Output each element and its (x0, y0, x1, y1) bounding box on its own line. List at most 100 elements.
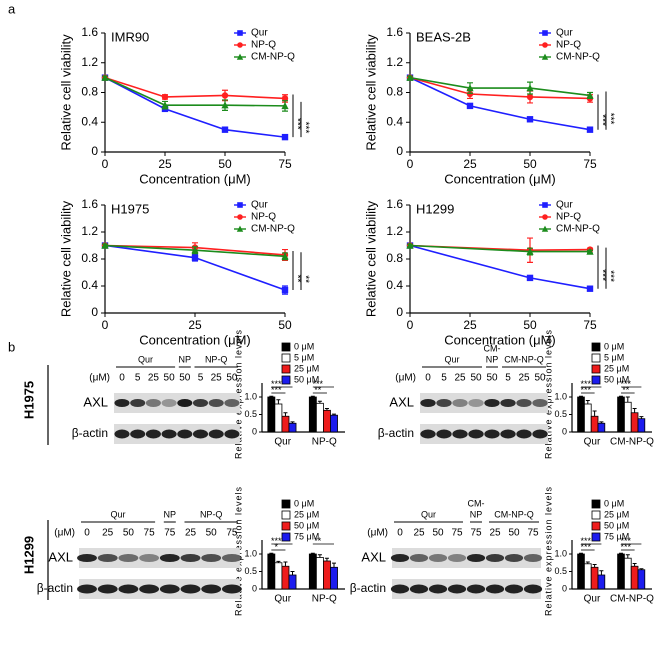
blot-band (420, 399, 436, 407)
legend-label: 75 μM (294, 531, 319, 541)
chart-title: IMR90 (111, 29, 149, 44)
legend-label: NP-Q (251, 40, 276, 51)
significance-label: ** (291, 275, 302, 283)
blot-band (409, 584, 429, 594)
lane-label: 50 (123, 528, 135, 539)
marker (406, 73, 414, 81)
marker (586, 247, 594, 255)
legend-label: 75 μM (604, 531, 629, 541)
cell-line-label: H1975 (21, 381, 36, 419)
group-label: CM- (468, 498, 485, 508)
blot-band (221, 584, 242, 594)
error-bar (332, 562, 337, 568)
legend-label: NP-Q (556, 212, 581, 223)
bar (323, 409, 331, 433)
blot-band (224, 399, 240, 407)
chart-title: BEAS-2B (416, 29, 471, 44)
marker (161, 93, 169, 101)
marker (586, 126, 594, 133)
legend-swatch (591, 353, 601, 363)
legend-swatch (281, 499, 291, 509)
y-tick-label: 0.4 (81, 278, 98, 292)
x-tick-label: 0 (407, 157, 414, 171)
y-tick-label: 0.4 (81, 114, 98, 128)
unit-label: (μM) (54, 528, 75, 539)
marker (237, 42, 243, 48)
group-label: Qur (421, 509, 436, 519)
bar (330, 414, 338, 433)
lane-label: 50 (226, 373, 238, 384)
bar (617, 396, 625, 433)
y-tick-label: 1.2 (81, 224, 98, 238)
blot-band (130, 429, 146, 439)
blot-band (77, 554, 97, 562)
lane-label: 50 (164, 373, 176, 384)
lane-label: 75 (470, 528, 482, 539)
blot-band (452, 429, 468, 439)
blot-band (180, 554, 201, 562)
bar (281, 565, 290, 590)
x-tick-label: 50 (278, 318, 292, 332)
error-bar (290, 571, 295, 575)
lane-label: 25 (211, 373, 223, 384)
marker (541, 53, 549, 60)
x-tick-label: 75 (583, 157, 597, 171)
row-label: AXL (389, 394, 414, 409)
group-label: CM- (484, 343, 501, 353)
legend-label: 0 μM (294, 498, 314, 508)
y-axis-label: Relative expression levels (543, 486, 553, 616)
bar (624, 401, 632, 433)
series-line (409, 76, 591, 100)
marker (526, 116, 534, 123)
significance-label: *** (313, 379, 324, 389)
marker (586, 91, 594, 99)
x-tick-label: Qur (274, 594, 291, 605)
significance-label: *** (581, 379, 592, 389)
legend-swatch (591, 532, 601, 542)
y-tick-label: 1.0 (554, 548, 567, 558)
legend-label: CM-NP-Q (556, 224, 600, 235)
bar (577, 553, 585, 590)
legend-label: 5 μM (294, 352, 314, 362)
legend-label: Qur (251, 200, 268, 211)
significance-label: ** (314, 385, 322, 395)
marker (191, 246, 199, 254)
legend-swatch (591, 521, 601, 531)
significance-label: *** (621, 542, 632, 552)
blot-band (192, 399, 209, 407)
legend-label: CM-NP-Q (556, 52, 600, 63)
blot-band (516, 399, 532, 407)
blot-band (436, 429, 452, 439)
y-tick-label: 1.6 (386, 197, 403, 211)
significance-label: *** (299, 122, 310, 134)
marker (281, 102, 289, 110)
blot-band (523, 554, 543, 562)
blot-band (504, 554, 524, 562)
lane-label: 50 (508, 528, 520, 539)
x-tick-label: 25 (463, 157, 477, 171)
group-label: NP (486, 354, 499, 364)
blot-band (485, 554, 505, 562)
y-tick-label: 0.8 (386, 85, 403, 99)
blot-band (97, 554, 118, 562)
series-line (104, 76, 286, 100)
group-label: CM-NP-Q (504, 354, 544, 364)
x-tick-label: 50 (523, 318, 537, 332)
blot-band (192, 429, 209, 439)
error-bar (592, 410, 597, 417)
marker (101, 241, 109, 249)
y-tick-label: 0 (91, 305, 98, 319)
bar (281, 415, 290, 433)
blot-background (420, 424, 548, 444)
legend-label: 5 μM (604, 352, 624, 362)
blot-band (532, 429, 548, 439)
legend-swatch (281, 353, 291, 363)
blot-band (504, 584, 524, 594)
marker (191, 254, 199, 261)
x-tick-label: NP-Q (312, 594, 337, 605)
y-axis-label: Relative cell viability (58, 200, 73, 317)
blot-band (221, 554, 242, 562)
x-tick-label: 25 (188, 318, 202, 332)
blot-band (118, 584, 139, 594)
